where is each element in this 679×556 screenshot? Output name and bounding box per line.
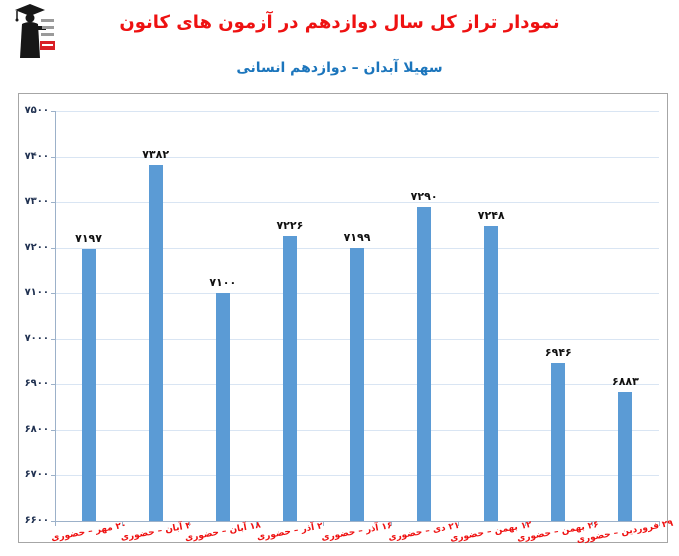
x-axis-tick [55, 521, 56, 526]
bar-value-label: ۷۱۰۰ [209, 276, 237, 290]
y-axis-tick [51, 202, 55, 204]
x-axis-tick [390, 521, 392, 526]
bar [417, 206, 432, 521]
chart-subtitle: سهیلا آبدان – دوازدهم انسانی [236, 60, 443, 76]
y-axis-tick [51, 384, 55, 386]
y-axis-tick [51, 521, 55, 522]
x-axis-tick [524, 521, 526, 526]
y-axis-label: ۶۸۰۰ [24, 423, 49, 435]
y-axis-label: ۶۹۰۰ [24, 378, 49, 390]
y-axis-label: ۶۶۰۰ [24, 515, 49, 526]
y-axis-label: ۷۳۰۰ [24, 196, 49, 208]
y-axis-tick [51, 338, 55, 340]
bar [618, 392, 633, 521]
gridline [55, 202, 659, 204]
plot-area: ۷۵۰۰ ۷۴۰۰ ۷۳۰۰ ۷۲۰۰ ۷۱۰۰ ۷۰۰۰ ۶۹۰۰ ۶۸۰۰ ۶۷۰۰ ۶۶۰۰… [19, 94, 675, 545]
bar-value-label: ۷۲۲۶ [276, 218, 304, 232]
bar [215, 293, 230, 521]
gridline [55, 111, 659, 112]
bar [282, 235, 297, 521]
y-axis-tick [51, 111, 55, 112]
kanoon-logo [9, 2, 56, 59]
chart-title: نمودار تراز کل سال دوازدهم در آزمون های … [119, 12, 560, 33]
bar-value-label: ۷۱۹۹ [343, 231, 371, 245]
y-axis-tick [51, 247, 55, 249]
x-axis-tick [323, 521, 325, 526]
y-axis-tick [51, 475, 55, 477]
bar [551, 363, 566, 521]
y-axis-label: ۷۲۰۰ [24, 241, 49, 253]
bar-value-label: ۷۱۹۷ [75, 232, 102, 246]
y-axis-label: ۷۱۰۰ [24, 287, 49, 299]
y-axis-label: ۶۷۰۰ [24, 469, 49, 481]
bar [484, 225, 499, 521]
x-axis-tick [189, 521, 191, 526]
bar-value-label: ۷۲۹۰ [410, 189, 438, 203]
bar [148, 164, 163, 521]
bar-value-label: ۶۸۸۳ [612, 375, 639, 389]
y-axis-label: ۷۰۰۰ [24, 332, 49, 344]
bar-value-label: ۷۲۴۸ [477, 208, 505, 222]
bar [81, 249, 96, 521]
y-axis-label: ۷۴۰۰ [24, 150, 49, 162]
bar-value-label: ۶۹۴۶ [544, 346, 572, 360]
y-axis-line [55, 111, 56, 522]
y-axis-tick [51, 429, 55, 431]
y-axis-label: ۷۵۰۰ [24, 105, 49, 116]
x-axis-tick [256, 521, 258, 526]
x-axis-tick [659, 521, 660, 526]
x-axis-line [55, 521, 660, 522]
bar-value-label: ۷۳۸۲ [142, 147, 170, 161]
x-axis-tick [457, 521, 459, 526]
bar [350, 248, 364, 521]
graduate-icon [15, 4, 55, 58]
x-axis-tick [122, 521, 124, 526]
chart-area: ۷۵۰۰ ۷۴۰۰ ۷۳۰۰ ۷۲۰۰ ۷۱۰۰ ۷۰۰۰ ۶۹۰۰ ۶۸۰۰ ۶۷۰۰ ۶۶۰۰… [18, 93, 675, 545]
x-axis-tick [591, 521, 593, 526]
y-axis-tick [51, 156, 55, 158]
y-axis-tick [51, 293, 55, 295]
gridline [55, 156, 659, 158]
